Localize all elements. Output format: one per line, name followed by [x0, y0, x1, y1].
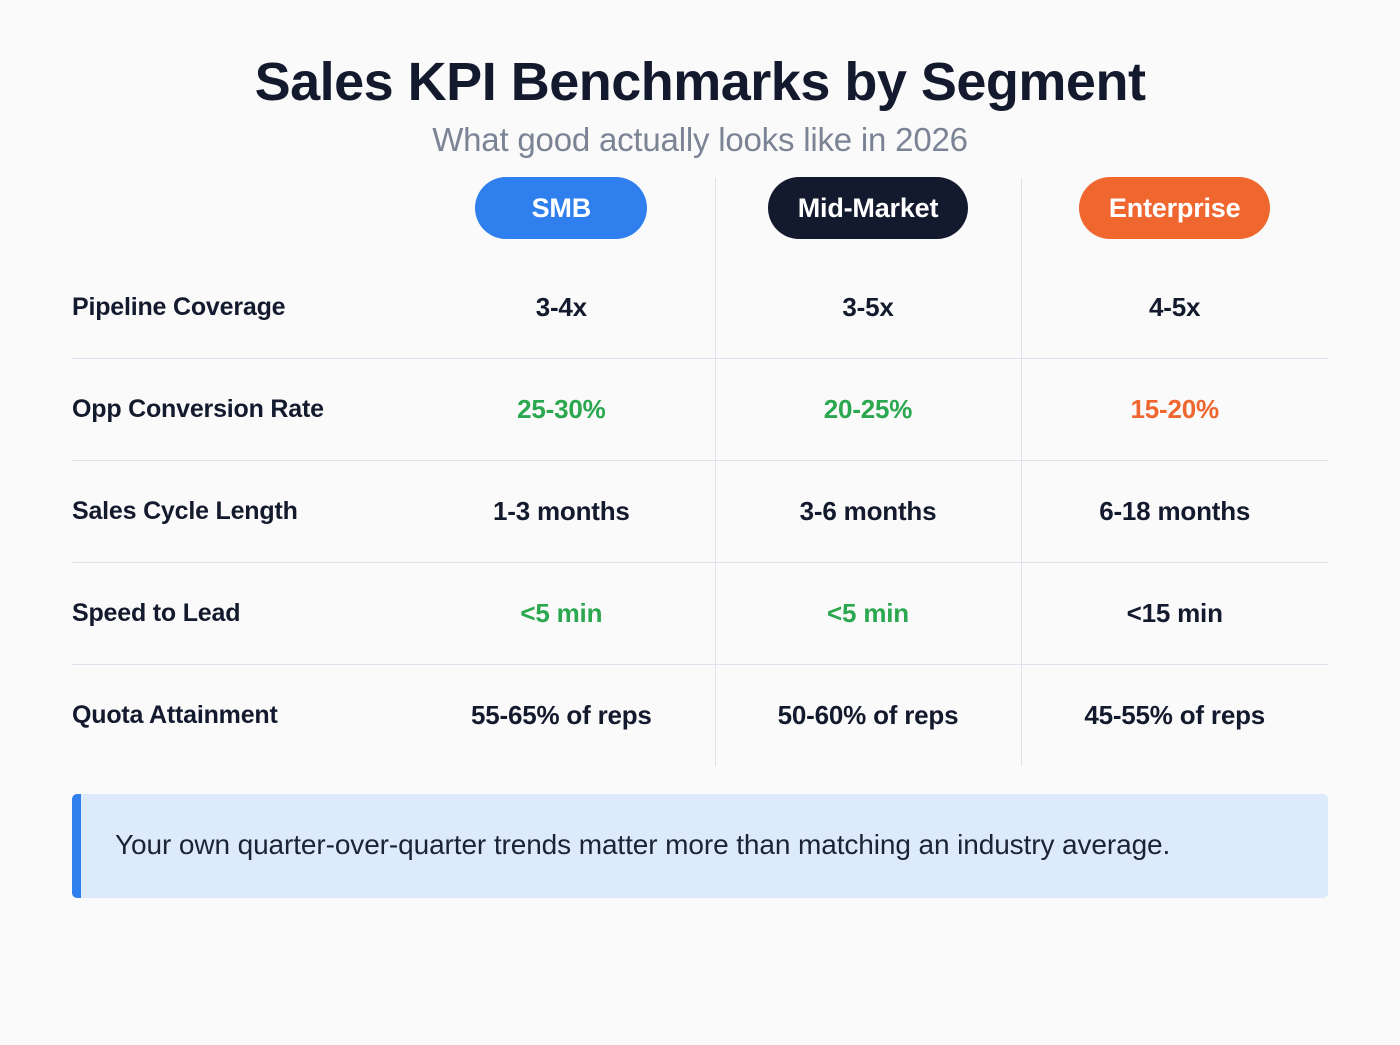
row-value-mid-market: 3-5x [842, 291, 894, 322]
segment-header-cell: Enterprise [1021, 177, 1328, 240]
table-body: Pipeline Coverage 3-4x 3-5x 4-5x Opp Con… [72, 256, 1328, 766]
page-subtitle: What good actually looks like in 2026 [432, 121, 968, 159]
callout-text: Your own quarter-over-quarter trends mat… [115, 829, 1171, 861]
row-label: Pipeline Coverage [72, 292, 286, 321]
row-value-enterprise: 45-55% of reps [1084, 699, 1266, 730]
page-header: Sales KPI Benchmarks by Segment What goo… [0, 0, 1400, 160]
table-row: Sales Cycle Length 1-3 months 3-6 months… [72, 460, 1328, 562]
row-value-smb: 3-4x [535, 291, 587, 322]
segment-header-cell: SMB [408, 177, 715, 240]
row-value-mid-market: 50-60% of reps [777, 699, 959, 730]
table-row: Quota Attainment 55-65% of reps 50-60% o… [72, 664, 1328, 766]
table-row: Opp Conversion Rate 25-30% 20-25% 15-20% [72, 358, 1328, 460]
row-label: Sales Cycle Length [72, 496, 298, 525]
footer-callout: Your own quarter-over-quarter trends mat… [72, 794, 1328, 898]
row-label: Quota Attainment [72, 700, 278, 729]
row-value-enterprise: 15-20% [1130, 393, 1219, 424]
row-value-smb: <5 min [520, 597, 603, 628]
row-value-mid-market: <5 min [827, 597, 909, 628]
row-value-enterprise: 6-18 months [1099, 495, 1251, 526]
row-value-mid-market: 20-25% [823, 393, 913, 424]
segment-header-cell: Mid-Market [715, 177, 1022, 240]
row-label: Speed to Lead [72, 598, 241, 627]
row-value-enterprise: 4-5x [1149, 291, 1201, 322]
table-row: Pipeline Coverage 3-4x 3-5x 4-5x [72, 256, 1328, 358]
row-value-smb: 1-3 months [492, 495, 630, 526]
row-value-mid-market: 3-6 months [799, 495, 937, 526]
table-row: Speed to Lead <5 min <5 min <15 min [72, 562, 1328, 664]
row-value-smb: 25-30% [517, 393, 606, 424]
row-value-smb: 55-65% of reps [470, 699, 652, 730]
segment-pill-mid-market[interactable]: Mid-Market [767, 177, 969, 240]
row-label: Opp Conversion Rate [72, 394, 324, 423]
table-header-row: SMB Mid-Market Enterprise [72, 160, 1328, 256]
row-value-enterprise: <15 min [1126, 597, 1223, 628]
page-title: Sales KPI Benchmarks by Segment [254, 52, 1146, 112]
column-divider-1 [715, 178, 716, 767]
kpi-benchmark-table: SMB Mid-Market Enterprise Pipeline Cover… [72, 160, 1328, 767]
segment-pill-enterprise[interactable]: Enterprise [1078, 177, 1271, 240]
segment-pill-smb[interactable]: SMB [475, 177, 648, 240]
column-divider-2 [1021, 178, 1022, 767]
